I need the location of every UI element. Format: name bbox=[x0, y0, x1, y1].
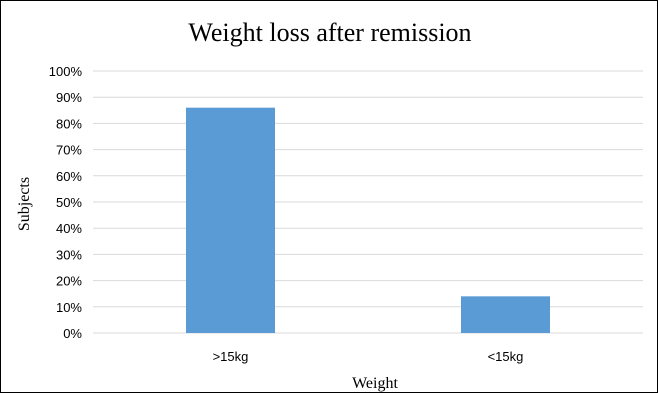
y-tick-label: 10% bbox=[56, 300, 82, 315]
x-axis-title: Weight bbox=[352, 375, 398, 392]
y-axis-ticks: 0% 10% 20% 30% 40% 50% 60% 70% 80% 90% 100% bbox=[49, 64, 83, 341]
bar-1 bbox=[186, 107, 275, 334]
x-tick-label: <15kg bbox=[488, 349, 524, 364]
x-axis-ticks: >15kg <15kg bbox=[213, 349, 524, 364]
chart-title: Weight loss after remission bbox=[188, 18, 471, 47]
y-tick-label: 0% bbox=[63, 326, 82, 341]
y-tick-label: 80% bbox=[56, 116, 82, 131]
bars bbox=[186, 107, 550, 334]
y-tick-label: 100% bbox=[49, 64, 83, 79]
gridlines bbox=[93, 70, 643, 334]
y-axis-title: Subjects bbox=[16, 177, 33, 231]
y-tick-label: 30% bbox=[56, 247, 82, 262]
y-tick-label: 50% bbox=[56, 195, 82, 210]
y-tick-label: 60% bbox=[56, 169, 82, 184]
bar-2 bbox=[461, 296, 550, 333]
y-tick-label: 90% bbox=[56, 90, 82, 105]
y-tick-label: 70% bbox=[56, 143, 82, 158]
y-tick-label: 40% bbox=[56, 221, 82, 236]
x-tick-label: >15kg bbox=[213, 349, 249, 364]
y-tick-label: 20% bbox=[56, 274, 82, 289]
